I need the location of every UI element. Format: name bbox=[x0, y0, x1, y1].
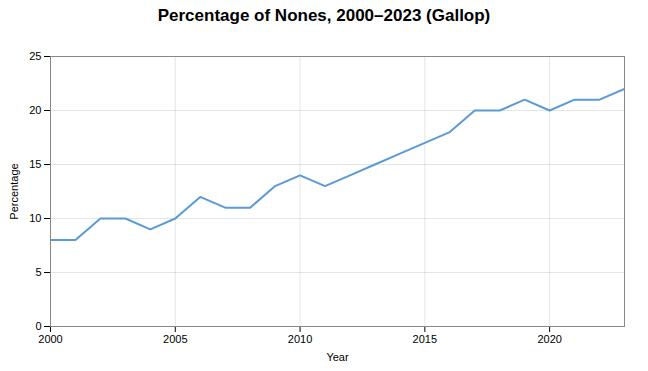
svg-text:10: 10 bbox=[29, 212, 41, 224]
svg-text:25: 25 bbox=[29, 50, 41, 62]
svg-text:5: 5 bbox=[35, 266, 41, 278]
svg-text:2020: 2020 bbox=[537, 333, 561, 345]
svg-text:Year: Year bbox=[326, 351, 349, 363]
svg-text:2010: 2010 bbox=[288, 333, 312, 345]
svg-text:Percentage: Percentage bbox=[8, 163, 20, 219]
svg-text:15: 15 bbox=[29, 158, 41, 170]
svg-text:0: 0 bbox=[35, 320, 41, 332]
svg-text:20: 20 bbox=[29, 104, 41, 116]
svg-text:2005: 2005 bbox=[163, 333, 187, 345]
html-text:Percentage of Nones, 2000–2023: Percentage of Nones, 2000–2023 (Gallop) bbox=[157, 6, 491, 25]
svg-text:2000: 2000 bbox=[38, 333, 62, 345]
svg-text:2015: 2015 bbox=[413, 333, 437, 345]
